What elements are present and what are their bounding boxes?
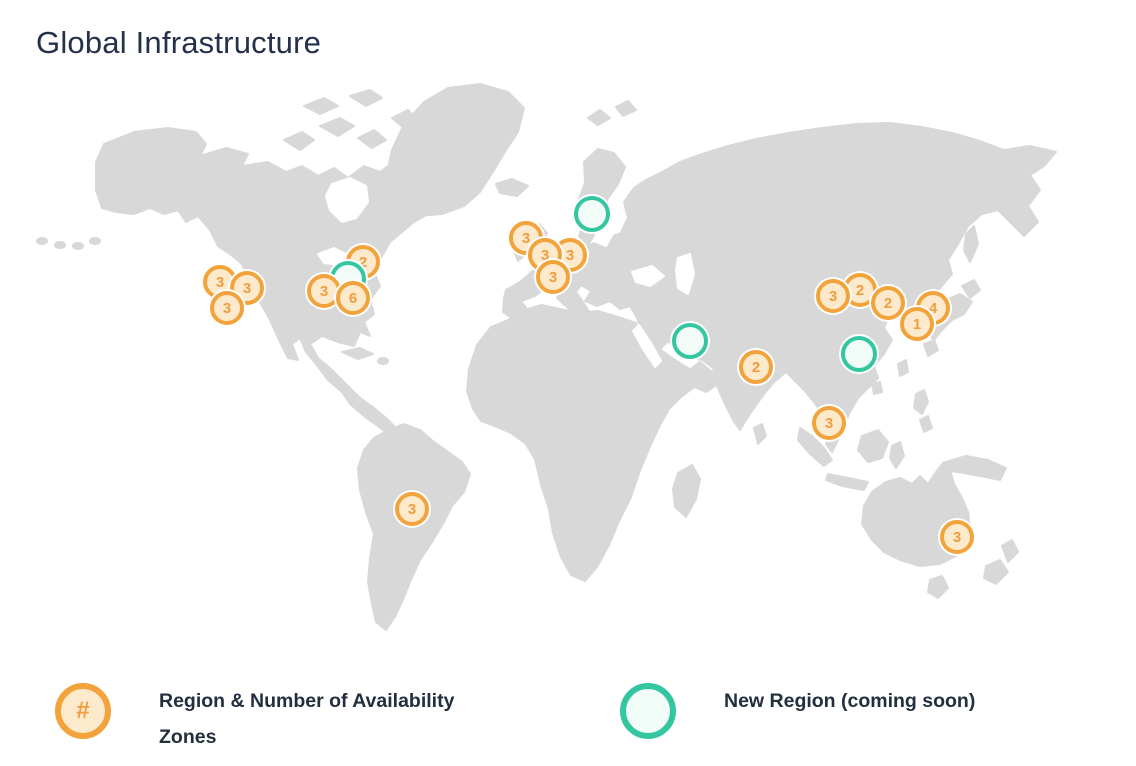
region-swatch-icon: # <box>55 683 111 739</box>
new-region-marker <box>841 336 877 372</box>
new-region-swatch-icon <box>620 683 676 739</box>
region-marker: 3 <box>536 260 570 294</box>
new-region-marker <box>672 323 708 359</box>
region-marker: 6 <box>336 281 370 315</box>
region-marker: 3 <box>395 492 429 526</box>
region-marker: 3 <box>210 291 244 325</box>
region-marker: 3 <box>816 279 850 313</box>
page-title: Global Infrastructure <box>36 24 322 60</box>
legend-region-label: Region & Number of Availability Zones <box>159 690 455 749</box>
region-marker: 2 <box>739 350 773 384</box>
region-marker: 1 <box>900 307 934 341</box>
region-marker: 2 <box>871 286 905 320</box>
legend-new-region-item: New Region (coming soon) <box>620 683 975 739</box>
region-swatch-symbol: # <box>76 697 90 724</box>
region-marker: 3 <box>812 406 846 440</box>
new-region-marker <box>574 196 610 232</box>
legend-region-item: # Region & Number of Availability Zones <box>55 683 507 755</box>
region-marker: 3 <box>940 520 974 554</box>
legend-new-region-label: New Region (coming soon) <box>724 690 976 712</box>
